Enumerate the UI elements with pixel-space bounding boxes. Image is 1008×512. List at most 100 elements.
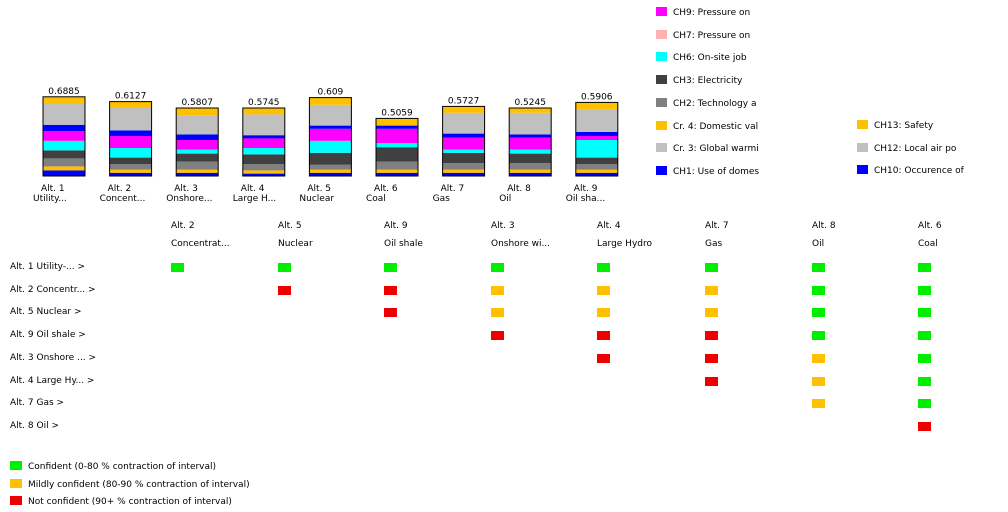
matrix-cell[interactable] bbox=[918, 399, 931, 409]
bar-4[interactable] bbox=[242, 107, 286, 177]
matrix-row-label[interactable]: Alt. 2 Concentr... > bbox=[10, 284, 96, 295]
bar-segment bbox=[376, 161, 418, 170]
bar-8[interactable] bbox=[508, 107, 552, 177]
x-tick-label: Alt. 9 bbox=[574, 184, 598, 194]
bar-1[interactable] bbox=[42, 96, 86, 177]
bar-outline bbox=[42, 96, 86, 177]
bar-segment bbox=[242, 154, 285, 164]
bar-segment bbox=[376, 118, 418, 126]
bar-segment bbox=[309, 164, 352, 170]
bar-total-label: 0.6885 bbox=[48, 87, 80, 97]
bar-segment bbox=[309, 172, 352, 176]
matrix-cell[interactable] bbox=[812, 263, 825, 272]
bar-3[interactable] bbox=[175, 107, 219, 177]
bar-outline bbox=[442, 105, 486, 177]
bar-segment bbox=[43, 124, 85, 132]
matrix-cell[interactable] bbox=[597, 285, 610, 295]
matrix-cell[interactable] bbox=[705, 263, 718, 272]
matrix-row-label[interactable]: Alt. 3 Onshore ... > bbox=[10, 352, 97, 363]
matrix-cell[interactable] bbox=[705, 353, 718, 363]
bar-7[interactable] bbox=[442, 105, 486, 177]
matrix-cell[interactable] bbox=[812, 308, 825, 318]
matrix-cell[interactable] bbox=[705, 376, 718, 386]
bar-segment bbox=[43, 166, 85, 171]
matrix-cell[interactable] bbox=[812, 353, 825, 363]
matrix-cell[interactable] bbox=[597, 308, 610, 318]
legend-item: CH6: On-site job bbox=[656, 52, 747, 64]
bar-segment bbox=[242, 135, 285, 139]
x-tick-sublabel: Coal bbox=[366, 194, 386, 204]
legend-swatch bbox=[857, 142, 868, 152]
bar-segment bbox=[309, 140, 352, 153]
bar-outline bbox=[175, 107, 219, 177]
legend-swatch bbox=[656, 52, 667, 62]
matrix-cell[interactable] bbox=[918, 308, 931, 318]
legend-label: CH3: Electricity bbox=[673, 76, 743, 87]
matrix-cell[interactable] bbox=[384, 285, 397, 295]
legend-swatch bbox=[656, 7, 667, 16]
matrix-cell[interactable] bbox=[491, 331, 504, 341]
matrix-row-label[interactable]: Alt. 4 Large Hy... > bbox=[10, 375, 95, 386]
legend-item: CH3: Electricity bbox=[656, 75, 742, 87]
bar-segment bbox=[109, 148, 152, 158]
matrix-cell[interactable] bbox=[918, 376, 931, 386]
matrix-row-label[interactable]: Alt. 1 Utility-... > bbox=[10, 262, 86, 272]
x-tick-label: Alt. 3 bbox=[174, 184, 198, 194]
matrix-cell[interactable] bbox=[705, 308, 718, 318]
matrix-cell[interactable] bbox=[597, 353, 610, 363]
bar-segment bbox=[176, 153, 219, 162]
matrix-cell[interactable] bbox=[705, 285, 718, 295]
matrix-cell[interactable] bbox=[278, 263, 291, 272]
confidence-swatch bbox=[10, 496, 22, 505]
matrix-cell[interactable] bbox=[597, 263, 610, 272]
matrix-cell[interactable] bbox=[491, 308, 504, 318]
matrix-column-alt: Alt. 3 bbox=[491, 221, 515, 231]
matrix-cell[interactable] bbox=[491, 263, 504, 272]
legend-swatch bbox=[656, 143, 667, 153]
matrix-cell[interactable] bbox=[705, 331, 718, 341]
matrix-column-alt: Alt. 4 bbox=[597, 221, 621, 231]
matrix-row-label[interactable]: Alt. 7 Gas > bbox=[10, 398, 65, 409]
matrix-column-alt: Alt. 2 bbox=[171, 221, 195, 231]
bar-outline bbox=[375, 117, 419, 177]
bar-segment bbox=[242, 138, 285, 148]
bar-segment bbox=[309, 152, 352, 165]
legend-label: CH9: Pressure on bbox=[673, 8, 751, 18]
matrix-cell[interactable] bbox=[384, 263, 397, 272]
legend-label: CH1: Use of domes bbox=[673, 166, 760, 177]
bar-segment bbox=[176, 161, 219, 170]
matrix-row-label[interactable]: Alt. 5 Nuclear > bbox=[10, 307, 82, 318]
matrix-cell[interactable] bbox=[491, 285, 504, 295]
bar-segment bbox=[242, 173, 285, 176]
bar-5[interactable] bbox=[308, 97, 352, 177]
matrix-cell[interactable] bbox=[812, 399, 825, 409]
bar-segment bbox=[242, 170, 285, 174]
matrix-cell[interactable] bbox=[278, 285, 291, 295]
confidence-legend-item: Confident (0-80 % contraction of interva… bbox=[10, 461, 216, 473]
legend-swatch bbox=[857, 165, 868, 175]
legend-label: CH10: Occurence of bbox=[874, 166, 964, 177]
matrix-cell[interactable] bbox=[918, 263, 931, 272]
matrix-cell[interactable] bbox=[812, 376, 825, 386]
matrix-cell[interactable] bbox=[812, 331, 825, 341]
matrix-cell[interactable] bbox=[918, 421, 931, 431]
matrix-row-label[interactable]: Alt. 9 Oil shale > bbox=[10, 330, 86, 341]
bar-segment bbox=[242, 114, 285, 136]
matrix-cell[interactable] bbox=[171, 263, 184, 272]
bar-total-label: 0.609 bbox=[318, 88, 344, 98]
matrix-cell[interactable] bbox=[384, 308, 397, 318]
matrix-cell[interactable] bbox=[918, 331, 931, 341]
matrix-cell[interactable] bbox=[812, 285, 825, 295]
legend-item: CH7: Pressure on bbox=[656, 29, 750, 42]
bar-6[interactable] bbox=[375, 117, 419, 177]
matrix-column-alt: Alt. 8 bbox=[812, 221, 836, 231]
matrix-cell[interactable] bbox=[918, 285, 931, 295]
bar-9[interactable] bbox=[575, 101, 619, 177]
bar-2[interactable] bbox=[109, 101, 153, 177]
matrix-cell[interactable] bbox=[918, 353, 931, 363]
bar-segment bbox=[509, 134, 552, 138]
matrix-cell[interactable] bbox=[597, 331, 610, 341]
x-tick-sublabel: Gas bbox=[433, 194, 450, 204]
bar-segment bbox=[376, 147, 418, 162]
matrix-row-label[interactable]: Alt. 8 Oil > bbox=[10, 420, 59, 431]
